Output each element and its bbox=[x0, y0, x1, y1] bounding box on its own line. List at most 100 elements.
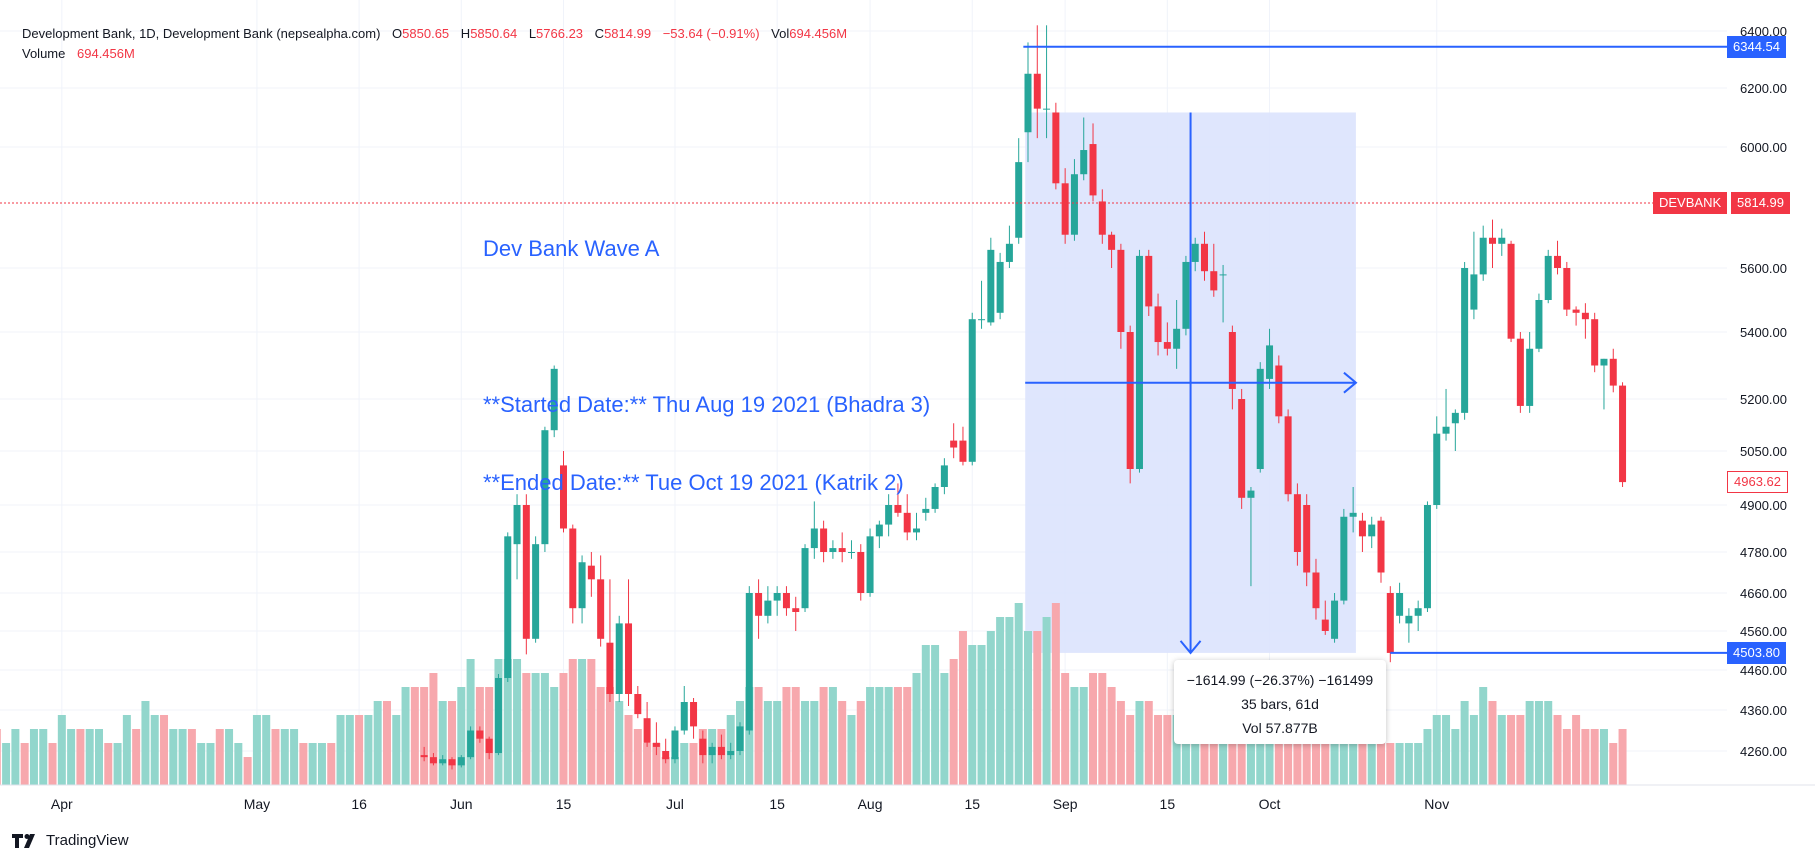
candle[interactable] bbox=[913, 512, 921, 541]
candle[interactable] bbox=[1349, 487, 1357, 533]
candle[interactable] bbox=[1238, 388, 1246, 509]
candle[interactable] bbox=[439, 755, 447, 766]
candle[interactable] bbox=[1256, 362, 1264, 473]
candle[interactable] bbox=[541, 426, 549, 552]
candle[interactable] bbox=[866, 528, 874, 597]
measure-arrows[interactable] bbox=[1025, 112, 1358, 655]
candle[interactable] bbox=[1117, 243, 1125, 349]
candle[interactable] bbox=[652, 722, 660, 756]
volume-title[interactable]: Volume bbox=[22, 46, 66, 61]
candle[interactable] bbox=[690, 698, 698, 739]
candle[interactable] bbox=[773, 586, 781, 616]
candle[interactable] bbox=[810, 501, 818, 559]
candle[interactable] bbox=[662, 738, 670, 764]
candle[interactable] bbox=[894, 483, 902, 517]
candle[interactable] bbox=[1126, 325, 1134, 484]
candle[interactable] bbox=[1182, 255, 1190, 336]
candle[interactable] bbox=[1488, 219, 1496, 268]
candle[interactable] bbox=[578, 555, 586, 624]
candle[interactable] bbox=[680, 686, 688, 735]
symbol-line[interactable]: Development Bank, 1D, Development Bank (… bbox=[22, 26, 381, 41]
candle[interactable] bbox=[847, 540, 855, 559]
candle[interactable] bbox=[420, 746, 428, 762]
candle[interactable] bbox=[643, 702, 651, 747]
candle[interactable] bbox=[755, 579, 763, 639]
candle[interactable] bbox=[1507, 240, 1515, 343]
candle[interactable] bbox=[532, 536, 540, 643]
candle[interactable] bbox=[1544, 249, 1552, 304]
candle[interactable] bbox=[606, 579, 614, 702]
candle[interactable] bbox=[1303, 494, 1311, 587]
candle[interactable] bbox=[959, 426, 967, 466]
candle[interactable] bbox=[699, 730, 707, 764]
candle[interactable] bbox=[727, 742, 735, 760]
candle[interactable] bbox=[1609, 348, 1617, 393]
candle[interactable] bbox=[1033, 25, 1041, 139]
candle[interactable] bbox=[1015, 138, 1023, 244]
candle[interactable] bbox=[1368, 516, 1376, 549]
candle[interactable] bbox=[1581, 303, 1589, 339]
candle[interactable] bbox=[1163, 322, 1171, 356]
candle[interactable] bbox=[485, 736, 493, 760]
candle[interactable] bbox=[940, 458, 948, 495]
candle[interactable] bbox=[1442, 388, 1450, 441]
candle[interactable] bbox=[1386, 586, 1394, 663]
candle[interactable] bbox=[522, 494, 530, 655]
candle[interactable] bbox=[1405, 608, 1413, 643]
candle[interactable] bbox=[1061, 168, 1069, 244]
candle[interactable] bbox=[559, 451, 567, 533]
candle[interactable] bbox=[764, 586, 772, 624]
candle[interactable] bbox=[829, 540, 837, 559]
candle[interactable] bbox=[1470, 231, 1478, 320]
candle[interactable] bbox=[1089, 123, 1097, 202]
candle[interactable] bbox=[429, 753, 437, 766]
candle[interactable] bbox=[1005, 225, 1013, 268]
candle[interactable] bbox=[448, 757, 456, 770]
candle[interactable] bbox=[1451, 409, 1459, 451]
candle[interactable] bbox=[1396, 582, 1404, 624]
candle[interactable] bbox=[978, 280, 986, 329]
candle[interactable] bbox=[504, 532, 512, 682]
candle[interactable] bbox=[597, 555, 605, 647]
candle[interactable] bbox=[708, 742, 716, 764]
candle[interactable] bbox=[1498, 228, 1506, 256]
candle[interactable] bbox=[1312, 558, 1320, 620]
candle[interactable] bbox=[885, 494, 893, 537]
candle[interactable] bbox=[1266, 328, 1274, 389]
candle[interactable] bbox=[1563, 261, 1571, 316]
candle[interactable] bbox=[1275, 355, 1283, 424]
candle[interactable] bbox=[1358, 512, 1366, 552]
candle[interactable] bbox=[1052, 102, 1060, 190]
candle[interactable] bbox=[1461, 261, 1469, 420]
candle[interactable] bbox=[1591, 312, 1599, 373]
candle[interactable] bbox=[634, 686, 642, 719]
candle[interactable] bbox=[1535, 293, 1543, 353]
candle[interactable] bbox=[950, 423, 958, 459]
time-axis[interactable]: Apr May 16 Jun 15 Jul 15 Aug 15 Sep 15 Oct Nov bbox=[51, 796, 1449, 812]
candle[interactable] bbox=[1098, 189, 1106, 244]
candle[interactable] bbox=[1321, 600, 1329, 635]
candle[interactable] bbox=[1228, 325, 1236, 410]
candle[interactable] bbox=[1154, 293, 1162, 356]
candle[interactable] bbox=[1293, 483, 1301, 566]
candle[interactable] bbox=[1070, 159, 1078, 241]
candle[interactable] bbox=[801, 544, 809, 612]
candle[interactable] bbox=[1377, 516, 1385, 583]
candle[interactable] bbox=[1414, 600, 1422, 631]
candle[interactable] bbox=[1516, 332, 1524, 413]
candle[interactable] bbox=[1619, 382, 1627, 487]
candle[interactable] bbox=[782, 586, 790, 616]
candle[interactable] bbox=[569, 524, 577, 624]
candle[interactable] bbox=[792, 596, 800, 631]
candle[interactable] bbox=[875, 520, 883, 549]
candle[interactable] bbox=[1191, 237, 1199, 272]
candle[interactable] bbox=[671, 726, 679, 764]
candle[interactable] bbox=[494, 674, 502, 756]
candle[interactable] bbox=[1284, 409, 1292, 502]
candle[interactable] bbox=[1024, 42, 1032, 163]
candle[interactable] bbox=[1572, 306, 1580, 326]
candle[interactable] bbox=[1247, 487, 1255, 587]
candle[interactable] bbox=[457, 755, 465, 768]
text-annotation[interactable]: Dev Bank Wave A **Started Date:** Thu Au… bbox=[483, 184, 930, 522]
candle[interactable] bbox=[1526, 332, 1534, 413]
